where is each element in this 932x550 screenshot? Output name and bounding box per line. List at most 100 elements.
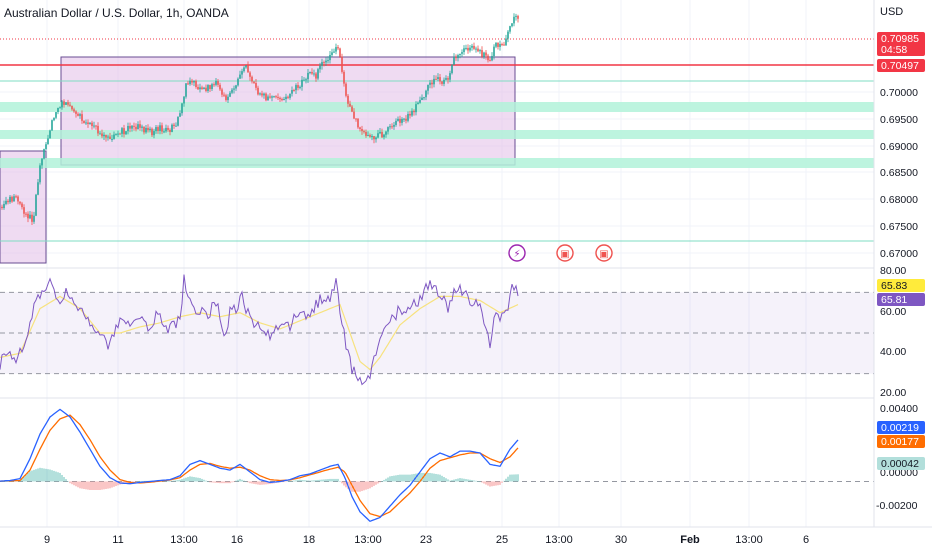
macd-histogram-bar: [401, 474, 403, 482]
candle-body: [235, 85, 237, 89]
macd-histogram-bar: [389, 476, 391, 482]
macd-histogram-bar: [507, 476, 509, 482]
macd-histogram-bar: [91, 481, 93, 491]
candle-body: [3, 203, 5, 209]
candle-body: [429, 82, 431, 85]
candle-body: [93, 125, 95, 127]
time-tick-label: 30: [615, 534, 627, 546]
candle-body: [357, 118, 359, 128]
macd-histogram-bar: [183, 478, 185, 482]
macd-histogram-bar: [233, 481, 235, 483]
rsi-tick-label: 20.00: [880, 387, 906, 399]
candle-body: [141, 126, 143, 128]
time-tick-label: 13:00: [545, 534, 573, 546]
macd-histogram-bar: [37, 468, 39, 482]
candle-body: [17, 196, 19, 202]
macd-histogram-bar: [479, 481, 481, 483]
macd-histogram-bar: [383, 479, 385, 482]
macd-histogram-bar: [207, 481, 209, 483]
candle-body: [213, 84, 215, 86]
macd-histogram-bar: [301, 479, 303, 482]
macd-tag: [877, 421, 925, 434]
candle-body: [457, 55, 459, 59]
macd-histogram-bar: [229, 481, 231, 484]
candle-body: [301, 79, 303, 87]
macd-histogram-bar: [469, 479, 471, 482]
macd-histogram-bar: [193, 477, 195, 482]
symbol-title[interactable]: Australian Dollar / U.S. Dollar, 1h, OAN…: [4, 6, 229, 20]
candle-body: [181, 103, 183, 114]
candle-body: [123, 128, 125, 135]
rsi-tick-label: 80.00: [880, 265, 906, 277]
price-tick-label: 0.69500: [880, 114, 918, 126]
candle-body: [247, 65, 249, 73]
candle-body: [63, 101, 65, 105]
macd-histogram-bar: [85, 481, 87, 490]
range-box-left: [0, 150, 47, 264]
macd-histogram-bar: [457, 478, 459, 482]
candle-body: [371, 136, 373, 138]
macd-histogram-bar: [505, 478, 507, 482]
candle-body: [509, 26, 511, 32]
currency-label[interactable]: USD: [880, 6, 904, 18]
candle-body: [223, 94, 225, 96]
macd-histogram-bar: [187, 477, 189, 482]
candle-body: [149, 128, 151, 131]
candle-body: [177, 116, 179, 126]
candle-body: [105, 134, 107, 138]
candle-body: [289, 93, 291, 98]
candle-body: [327, 60, 329, 62]
macd-histogram-bar: [1, 481, 3, 483]
signal-tag: [877, 435, 925, 448]
macd-histogram-bar: [477, 481, 479, 482]
candle-body: [125, 131, 127, 135]
candle-body: [503, 44, 505, 46]
macd-histogram-bar: [81, 481, 83, 489]
candle-body: [143, 126, 145, 133]
candle-body: [293, 90, 295, 92]
macd-histogram-bar: [329, 478, 331, 482]
macd-histogram-bar: [289, 481, 291, 482]
macd-histogram-bar: [357, 481, 359, 492]
candle-body: [169, 129, 171, 132]
candle-body: [479, 50, 481, 52]
macd-histogram-bar: [251, 481, 253, 484]
macd-histogram-bar: [253, 481, 255, 484]
candle-body: [103, 134, 105, 137]
candle-body: [173, 124, 175, 126]
candle-body: [315, 73, 317, 79]
candle-body: [347, 95, 349, 104]
candle-body: [441, 81, 443, 84]
candle-body: [155, 127, 157, 132]
candle-body: [291, 90, 293, 94]
candle-body: [517, 15, 519, 19]
macd-histogram-bar: [299, 479, 301, 482]
macd-tick-label: -0.00200: [876, 500, 918, 512]
candle-body: [459, 53, 461, 56]
macd-histogram-bar: [319, 479, 321, 482]
time-tick-label: 13:00: [735, 534, 763, 546]
candle-body: [463, 48, 465, 53]
event-markers[interactable]: ⚡ ▣ ▣: [508, 244, 613, 262]
macd-histogram-bar: [227, 481, 229, 484]
macd-histogram-bar: [33, 469, 35, 482]
candle-body: [329, 54, 331, 61]
macd-histogram-bar: [297, 480, 299, 482]
macd-histogram-bar: [29, 471, 31, 482]
candle-body: [25, 213, 27, 215]
macd-histogram-bar: [107, 481, 109, 489]
macd-histogram-bar: [225, 481, 227, 484]
macd-histogram-bar: [441, 475, 443, 482]
candle-body: [433, 78, 435, 85]
candle-body: [135, 126, 137, 130]
macd-histogram-bar: [517, 474, 519, 482]
candle-body: [485, 52, 487, 56]
candle-body: [91, 122, 93, 127]
price-tick-label: 0.68500: [880, 167, 918, 179]
macd-histogram-bar: [375, 481, 377, 485]
candle-body: [199, 87, 201, 90]
macd-histogram-bar: [23, 476, 25, 482]
candle-body: [397, 118, 399, 121]
macd-histogram-bar: [515, 474, 517, 482]
